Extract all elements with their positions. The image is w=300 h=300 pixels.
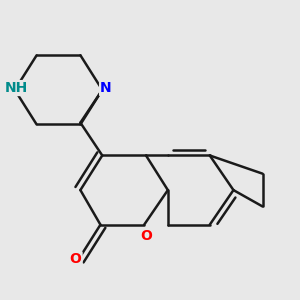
- Text: NH: NH: [5, 81, 28, 95]
- Text: O: O: [70, 252, 82, 266]
- Text: N: N: [100, 81, 112, 95]
- Text: O: O: [140, 229, 152, 243]
